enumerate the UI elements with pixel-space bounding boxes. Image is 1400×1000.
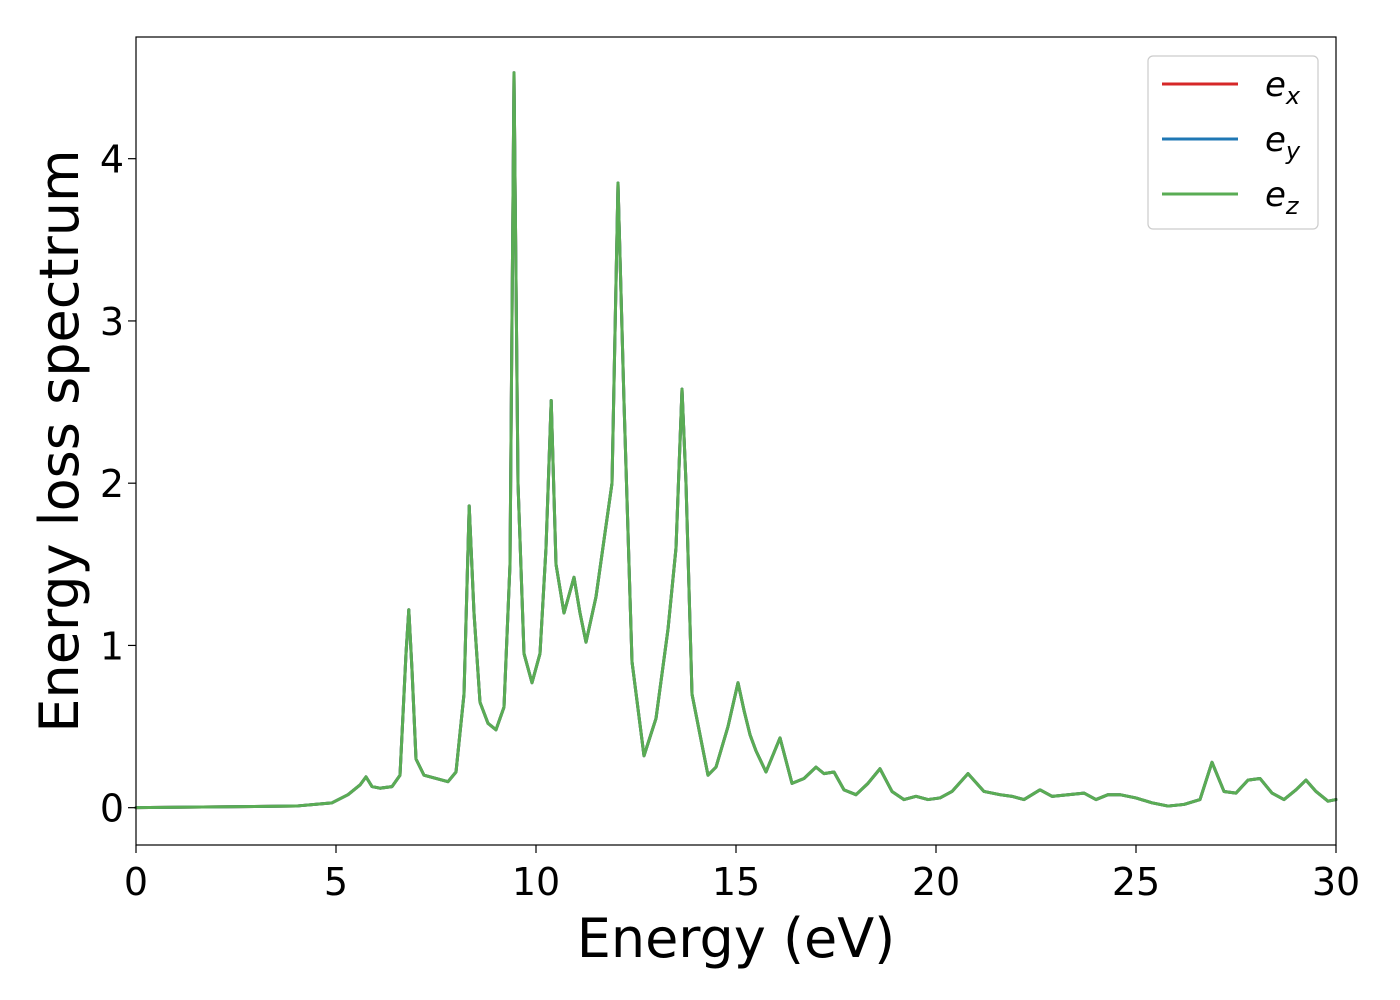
y-tick-label: 4: [100, 138, 124, 182]
y-axis-label: Energy loss spectrum: [28, 149, 91, 732]
x-tick-label: 20: [912, 860, 960, 904]
series-layer: [134, 71, 1338, 810]
x-tick-label: 30: [1312, 860, 1360, 904]
legend-box: [1147, 55, 1319, 230]
x-axis: 0 5 10 15 20 25 30: [124, 845, 1360, 904]
legend-label-y: ey: [1265, 120, 1301, 165]
y-tick-label: 2: [100, 462, 124, 506]
x-axis-label: Energy (eV): [577, 907, 896, 970]
legend-label-z: ez: [1265, 175, 1300, 220]
y-tick-label: 1: [100, 624, 124, 668]
y-axis: 0 1 2 3 4: [100, 138, 136, 831]
legend: ex ey ez: [1147, 55, 1319, 230]
x-tick-label: 25: [1112, 860, 1160, 904]
x-tick-label: 15: [712, 860, 760, 904]
x-tick-label: 0: [124, 860, 148, 904]
series-line-z: [134, 71, 1338, 810]
x-tick-label: 10: [512, 860, 560, 904]
y-tick-label: 0: [100, 787, 124, 831]
x-tick-label: 5: [324, 860, 348, 904]
legend-label-x: ex: [1265, 65, 1301, 110]
y-tick-label: 3: [100, 300, 124, 344]
